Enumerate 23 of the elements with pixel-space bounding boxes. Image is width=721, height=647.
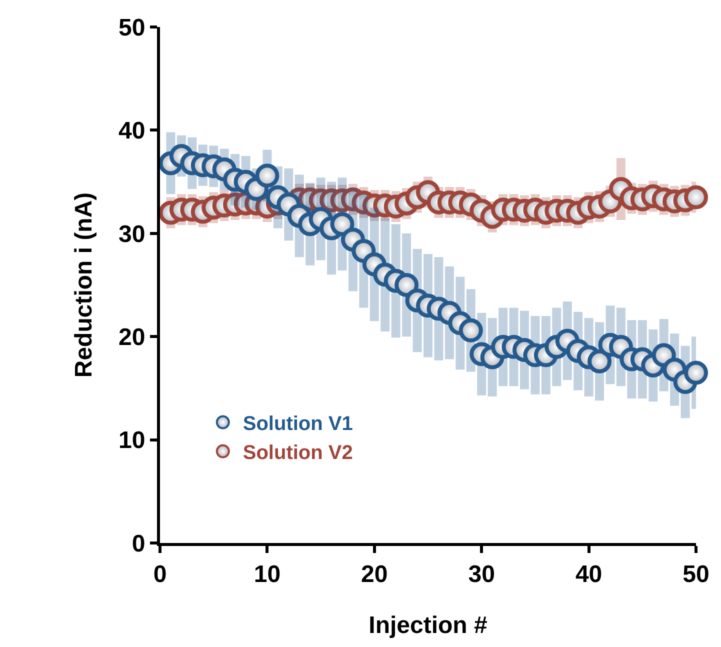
- point: [684, 360, 708, 385]
- x-tick-label: 30: [468, 560, 495, 588]
- x-axis-title: Injection #: [368, 612, 488, 640]
- x-tick-label: 20: [361, 560, 388, 588]
- legend-label: Solution V1: [242, 413, 353, 436]
- y-tick-label: 30: [118, 220, 146, 248]
- x-tick-label: 50: [682, 560, 710, 588]
- legend-label: Solution V2: [242, 442, 353, 464]
- point: [330, 212, 354, 236]
- y-tick-label: 50: [118, 14, 146, 42]
- y-tick-label: 10: [118, 427, 146, 454]
- y-axis-title: Reduction i (nA): [70, 192, 98, 378]
- x-tick-label: 10: [254, 560, 281, 588]
- point: [458, 318, 483, 342]
- x-tick-label: 0: [153, 560, 167, 588]
- y-tick-label: 20: [118, 324, 146, 351]
- point: [255, 164, 280, 188]
- y-tick-label: 40: [118, 118, 146, 145]
- y-tick-label: 0: [132, 530, 146, 558]
- point: [394, 273, 419, 297]
- point: [588, 349, 612, 374]
- x-tick-label: 40: [575, 560, 602, 588]
- point: [684, 185, 708, 210]
